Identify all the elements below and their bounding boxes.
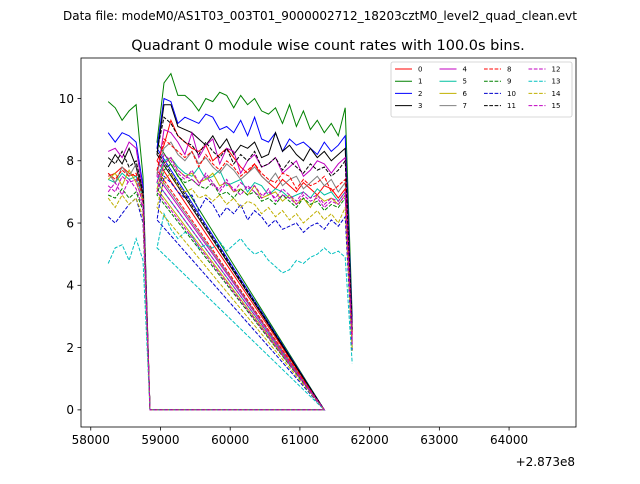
y-tick-label: 0 xyxy=(66,403,74,417)
y-tick-label: 4 xyxy=(66,279,74,293)
legend-label-12: 12 xyxy=(552,66,561,74)
legend-label-14: 14 xyxy=(552,90,561,98)
legend-label-9: 9 xyxy=(507,78,511,86)
legend-label-6: 6 xyxy=(463,90,468,98)
series-line-9 xyxy=(107,163,353,411)
x-tick-label: 61000 xyxy=(281,433,319,447)
y-tick-label: 6 xyxy=(66,216,74,230)
x-tick-label: 63000 xyxy=(420,433,458,447)
x-tick-label: 64000 xyxy=(490,433,528,447)
series-line-13 xyxy=(107,212,353,411)
legend-label-10: 10 xyxy=(507,90,516,98)
x-offset-label: +2.873e8 xyxy=(516,455,575,469)
legend-label-11: 11 xyxy=(507,102,516,110)
legend-label-8: 8 xyxy=(507,66,511,74)
legend-frame xyxy=(390,61,573,118)
plot-area: 58000 59000 60000 61000 62000 63000 64000 0 2 4 6 8… xyxy=(59,57,577,447)
data-file-suptitle: Data file: modeM0/AS1T03_003T01_90000027… xyxy=(63,9,577,23)
legend-label-3: 3 xyxy=(418,102,422,110)
legend-label-1: 1 xyxy=(418,78,422,86)
legend-label-5: 5 xyxy=(463,78,467,86)
x-tick-label: 59000 xyxy=(141,433,179,447)
legend-label-7: 7 xyxy=(463,102,467,110)
legend-label-13: 13 xyxy=(552,78,561,86)
y-tick-label: 2 xyxy=(66,341,74,355)
series-line-12 xyxy=(107,153,353,411)
chart-title: Quadrant 0 module wise count rates with … xyxy=(131,38,525,54)
y-tick-label: 8 xyxy=(66,154,74,168)
legend-label-2: 2 xyxy=(418,90,422,98)
legend-label-15: 15 xyxy=(552,102,561,110)
series-lines xyxy=(107,72,353,411)
x-tick-label: 62000 xyxy=(351,433,389,447)
x-tick-label: 60000 xyxy=(211,433,249,447)
legend-label-4: 4 xyxy=(463,66,468,74)
axes-frame xyxy=(80,57,577,428)
x-tick-label: 58000 xyxy=(72,433,110,447)
legend-label-0: 0 xyxy=(418,66,422,74)
series-line-15 xyxy=(107,156,353,411)
y-tick-label: 10 xyxy=(59,92,74,106)
